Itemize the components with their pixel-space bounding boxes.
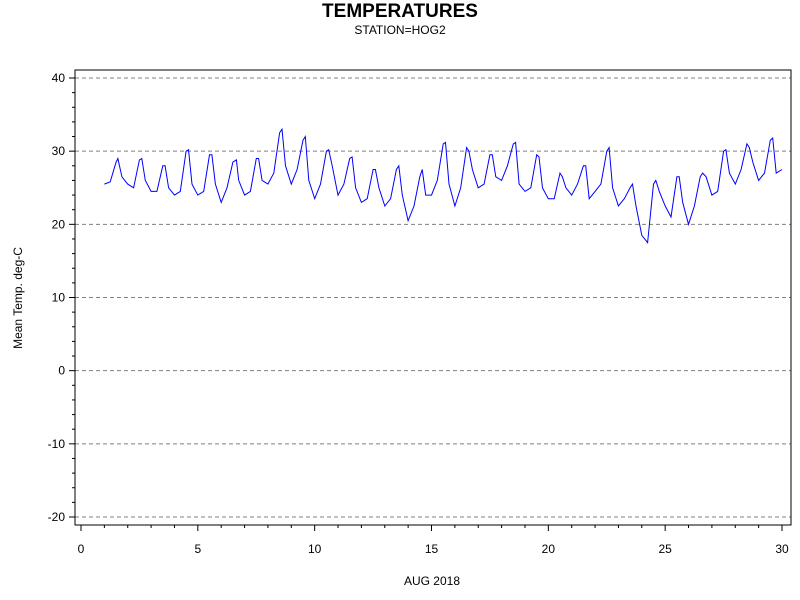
chart-subtitle: STATION=HOG2 [354,23,446,37]
y-tick-label: -20 [48,510,66,524]
x-tick-label: 0 [78,542,85,556]
tick-labels: -20 -10 0 10 20 30 40 0 5 10 15 20 25 30 [48,71,789,556]
y-tick-label: 30 [52,144,66,158]
y-tick-label: 0 [58,364,65,378]
y-tick-label: 20 [52,217,66,231]
series-line-temperature [104,127,783,244]
y-axis-label: Mean Temp. deg-C [11,247,25,349]
major-ticks [69,77,783,531]
x-axis-label: AUG 2018 [404,574,460,588]
grid-lines [75,77,791,518]
chart-title: TEMPERATURES [322,1,478,22]
minor-ticks [72,92,760,528]
x-tick-label: 25 [658,542,672,556]
x-tick-label: 5 [194,542,201,556]
x-tick-label: 30 [775,542,789,556]
x-tick-label: 15 [425,542,439,556]
y-tick-label: 10 [52,291,66,305]
x-tick-label: 10 [308,542,322,556]
x-tick-label: 20 [542,542,556,556]
y-tick-label: 40 [52,71,66,85]
y-tick-label: -10 [48,437,66,451]
